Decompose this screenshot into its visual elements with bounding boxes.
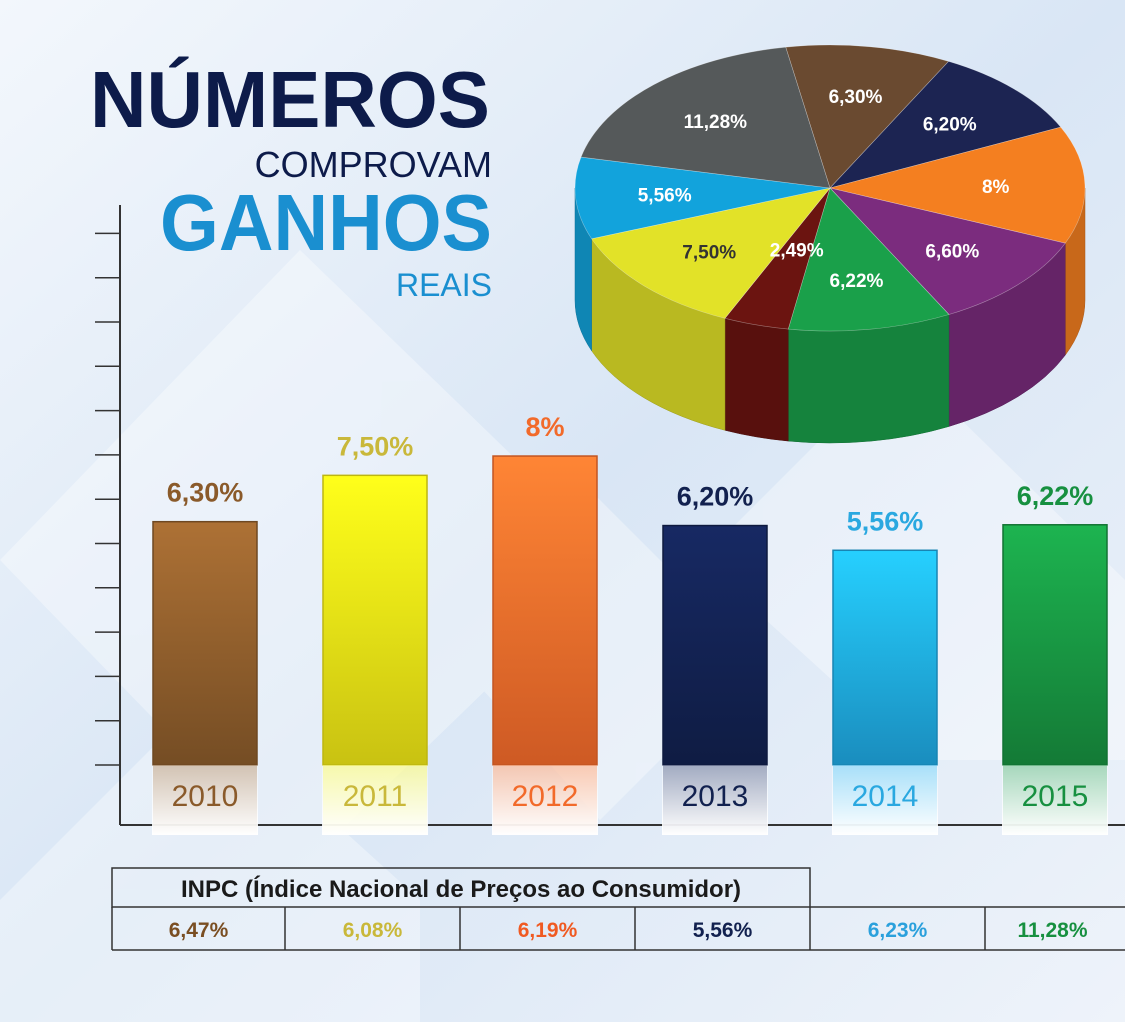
pie-label: 5,56% xyxy=(638,186,692,207)
pie-label: 6,30% xyxy=(829,87,883,108)
value-label: 5,56% xyxy=(847,506,924,536)
x-tick-label: 2012 xyxy=(512,780,579,813)
bar xyxy=(832,549,938,766)
table-cell: 5,56% xyxy=(693,919,753,942)
reflection-fade xyxy=(152,765,258,835)
pie-tops xyxy=(574,44,1086,332)
pie-label: 6,60% xyxy=(925,242,979,263)
value-label: 6,20% xyxy=(677,482,754,512)
headline-ganhos: GANHOS xyxy=(160,178,492,267)
pie-label: 8% xyxy=(982,177,1010,198)
value-label: 8% xyxy=(525,412,564,442)
value-label: 6,30% xyxy=(167,478,244,508)
pie-sides xyxy=(574,187,1086,444)
table-cell: 11,28% xyxy=(1017,919,1087,942)
pie-label: 6,22% xyxy=(830,271,884,292)
x-tick-label: 2015 xyxy=(1022,780,1089,813)
reflection-fade xyxy=(492,765,598,835)
pie-slice xyxy=(785,44,950,189)
reflection-fade xyxy=(1002,765,1108,835)
bar xyxy=(492,455,598,766)
pie-slice xyxy=(591,187,831,319)
headline-reais: REAIS xyxy=(396,267,492,303)
table-cell: 6,23% xyxy=(868,919,928,942)
pie-slice xyxy=(580,46,831,189)
pie-slice xyxy=(829,61,1062,189)
headline-comprovam: COMPROVAM xyxy=(255,144,492,185)
pie-slice xyxy=(574,156,831,240)
pie-label: 6,20% xyxy=(923,115,977,136)
table-cell: 6,19% xyxy=(518,919,578,942)
x-tick-label: 2014 xyxy=(852,780,919,813)
pie-slice xyxy=(787,187,950,332)
pie-side xyxy=(724,317,789,442)
pie-slice xyxy=(724,187,831,330)
table-cell: 6,08% xyxy=(343,919,403,942)
reflection-fade xyxy=(322,765,428,835)
pie-slice xyxy=(829,187,1066,315)
pie-labels: 6,30% 6,20% 8% 6,60% 6,22% 2,49% 7,50% 5,56% 11,… xyxy=(638,87,1010,292)
value-label: 7,50% xyxy=(337,431,414,461)
headline-numeros: NÚMEROS xyxy=(90,55,490,144)
bar xyxy=(662,524,768,766)
pie-label: 11,28% xyxy=(684,112,747,133)
value-label: 6,22% xyxy=(1017,481,1094,511)
bar xyxy=(152,520,258,766)
table-header: INPC (Índice Nacional de Preços ao Consu… xyxy=(181,875,741,903)
pie-label: 2,49% xyxy=(770,241,824,262)
x-tick-label: 2010 xyxy=(172,780,239,813)
reflection-fade xyxy=(662,765,768,835)
table-cell: 6,47% xyxy=(169,919,229,942)
reflection-fade xyxy=(832,765,938,835)
bar xyxy=(322,474,428,766)
x-tick-label: 2013 xyxy=(682,780,749,813)
bar xyxy=(1002,524,1108,766)
pie-side xyxy=(788,314,950,444)
pie-label: 7,50% xyxy=(682,243,736,264)
x-tick-label: 2011 xyxy=(343,780,408,813)
pie-slice xyxy=(829,126,1086,244)
table-header-cell xyxy=(111,867,811,908)
